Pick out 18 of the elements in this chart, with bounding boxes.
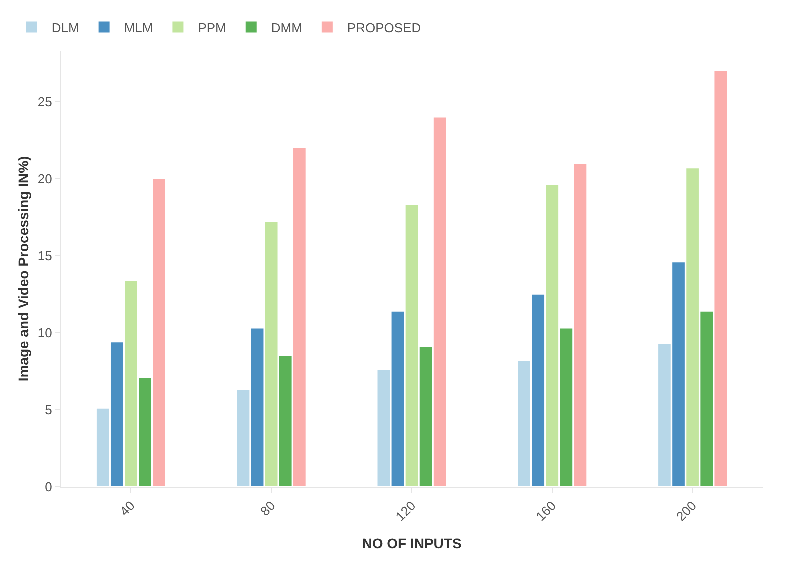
x-tick-label: 80: [257, 498, 278, 520]
y-tick-label: 0: [45, 480, 52, 495]
x-tick-label: 200: [674, 498, 700, 524]
legend-label: DMM: [271, 20, 302, 36]
y-tick-label: 5: [45, 402, 52, 418]
legend-label: PPM: [198, 20, 226, 36]
legend-label: MLM: [124, 20, 154, 36]
y-tick-label: 15: [38, 248, 52, 264]
legend-label: DLM: [52, 20, 80, 36]
y-axis-title: Image and Video Processing IN%): [16, 156, 32, 382]
legend-label: PROPOSED: [347, 20, 422, 36]
x-tick-label: 40: [117, 498, 138, 520]
y-tick-label: 25: [38, 94, 52, 110]
x-axis-title: NO OF INPUTS: [362, 535, 462, 552]
y-tick-label: 20: [38, 171, 52, 186]
x-tick-label: 120: [392, 498, 419, 524]
y-tick-label: 10: [38, 325, 52, 340]
x-tick-label: 160: [533, 498, 560, 524]
